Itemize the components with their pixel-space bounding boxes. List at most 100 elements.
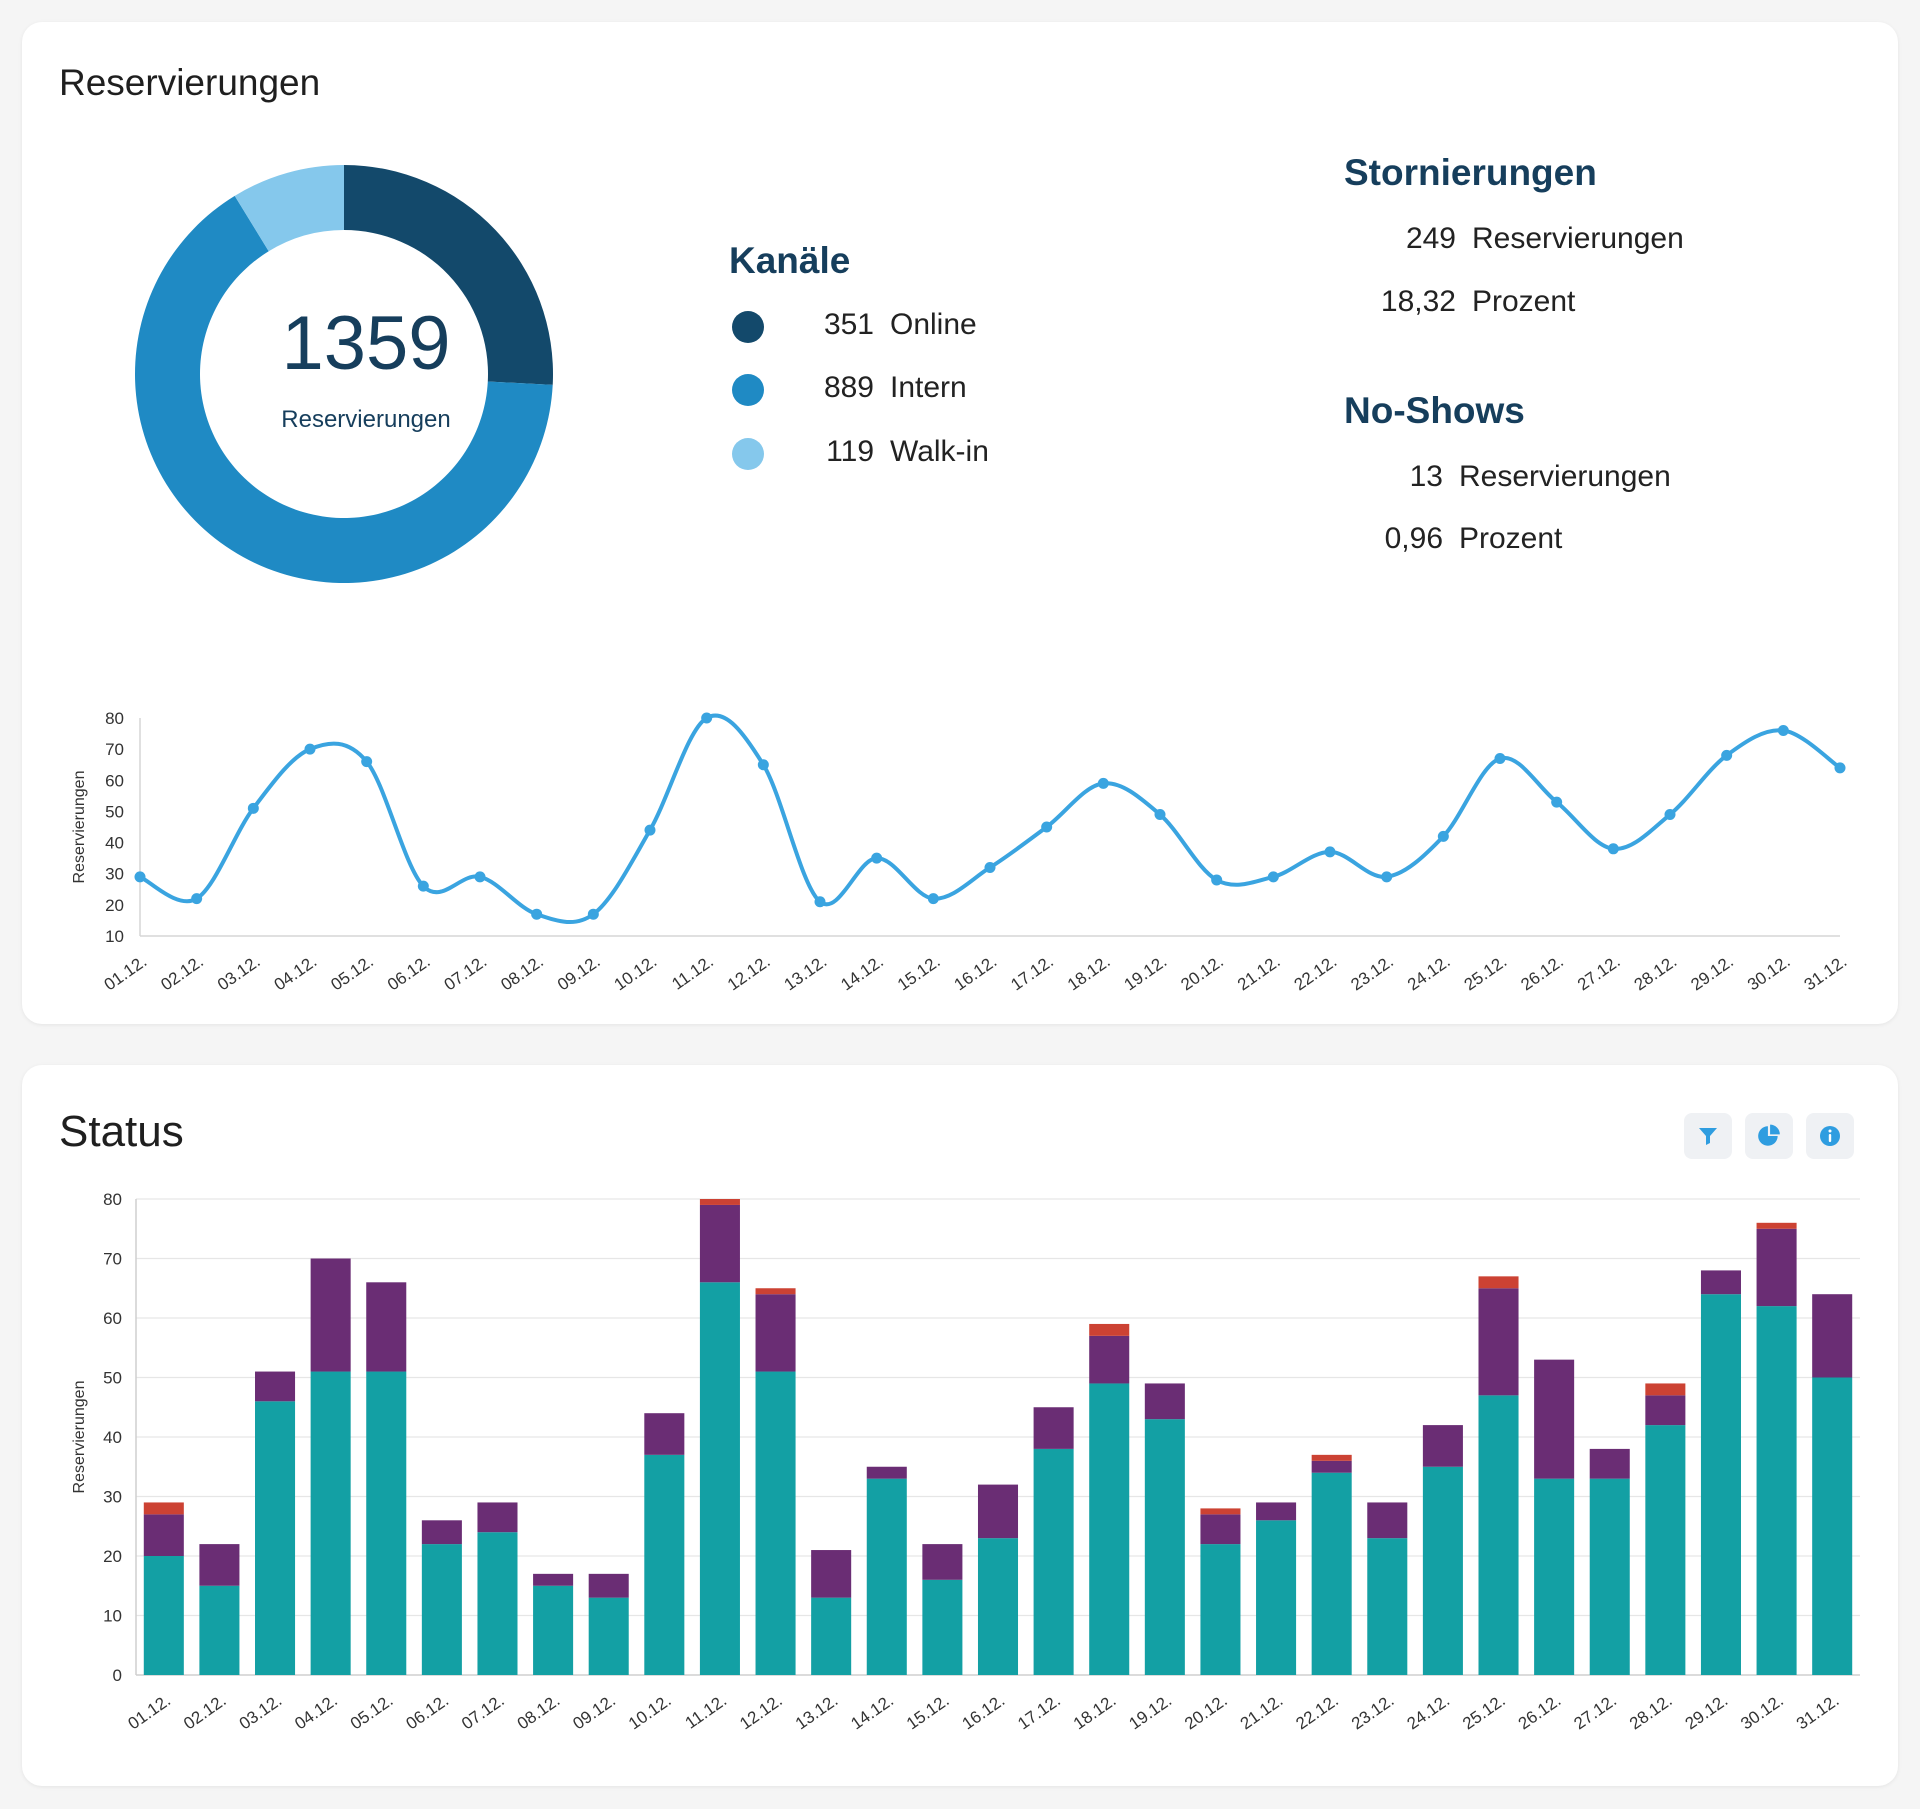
x-tick-label: 28.12. bbox=[1626, 1691, 1676, 1734]
cancellations-count-label: Reservierungen bbox=[1472, 222, 1684, 255]
y-tick-label: 80 bbox=[105, 709, 124, 728]
x-tick-label: 07.12. bbox=[441, 952, 491, 995]
noshows-percent-row: 0,96 Prozent bbox=[1313, 522, 1563, 556]
chart-type-button[interactable] bbox=[1745, 1113, 1793, 1159]
x-tick-label: 18.12. bbox=[1064, 952, 1114, 995]
bar-segment bbox=[477, 1502, 518, 1533]
x-tick-label: 14.12. bbox=[847, 1691, 897, 1734]
data-point bbox=[134, 871, 146, 883]
bar-segment bbox=[1422, 1466, 1463, 1675]
bar-segment bbox=[477, 1532, 518, 1675]
y-tick-label: 60 bbox=[103, 1309, 122, 1328]
bar-segment bbox=[1089, 1383, 1130, 1675]
bar-segment bbox=[1311, 1472, 1352, 1675]
bar-segment bbox=[811, 1550, 852, 1598]
y-tick-label: 70 bbox=[103, 1250, 122, 1269]
x-tick-label: 16.12. bbox=[951, 952, 1001, 995]
data-point bbox=[1324, 846, 1336, 858]
bar-segment bbox=[366, 1371, 407, 1675]
x-tick-label: 31.12. bbox=[1801, 952, 1851, 995]
bar-segment bbox=[1645, 1425, 1686, 1675]
bar-segment bbox=[922, 1579, 963, 1675]
cancellations-percent: 18,32 bbox=[1380, 285, 1456, 318]
bar-segment bbox=[1311, 1454, 1352, 1461]
bar-segment bbox=[644, 1454, 685, 1675]
bar-segment bbox=[1033, 1448, 1074, 1675]
legend-label: Walk-in bbox=[890, 435, 989, 468]
bar-segment bbox=[143, 1556, 184, 1675]
data-point bbox=[927, 893, 939, 905]
bar-segment bbox=[588, 1573, 629, 1598]
y-tick-label: 30 bbox=[105, 865, 124, 884]
x-tick-label: 28.12. bbox=[1631, 952, 1681, 995]
x-tick-label: 31.12. bbox=[1793, 1691, 1843, 1734]
info-button[interactable] bbox=[1806, 1113, 1854, 1159]
bar-segment bbox=[421, 1520, 462, 1545]
cancellations-title: Stornierungen bbox=[1344, 152, 1597, 193]
bar-segment bbox=[922, 1544, 963, 1580]
pie-chart-icon bbox=[1758, 1124, 1780, 1146]
status-stacked-bar-chart: 0 10 20 30 40 50 60 70 80 Reservierungen 01.12. 02.… bbox=[71, 1190, 1860, 1734]
x-tick-label: 14.12. bbox=[837, 952, 887, 995]
noshows-percent-label: Prozent bbox=[1459, 522, 1563, 555]
donut-slice-walk-in bbox=[234, 165, 344, 252]
bar-segment bbox=[977, 1484, 1019, 1539]
x-tick-label: 24.12. bbox=[1404, 952, 1454, 995]
bar-segment bbox=[533, 1585, 574, 1675]
x-tick-label: 27.12. bbox=[1570, 1691, 1620, 1734]
data-point bbox=[1267, 871, 1279, 883]
x-tick-label: 02.12. bbox=[180, 1691, 230, 1734]
y-tick-label: 50 bbox=[105, 802, 124, 821]
data-point bbox=[814, 896, 826, 908]
donut-slice-intern bbox=[134, 195, 553, 583]
x-tick-label: 17.12. bbox=[1007, 952, 1057, 995]
y-tick-label: 70 bbox=[105, 740, 124, 759]
cancellations-percent-row: 18,32 Prozent bbox=[1326, 285, 1575, 319]
bar-segment bbox=[1256, 1502, 1297, 1521]
bar-segment bbox=[1422, 1425, 1463, 1467]
legend-value: 351 bbox=[823, 308, 874, 341]
x-tick-label: 06.12. bbox=[384, 952, 434, 995]
x-tick-label: 24.12. bbox=[1404, 1691, 1454, 1734]
x-tick-label: 12.12. bbox=[724, 952, 774, 995]
bar-segment bbox=[1367, 1502, 1408, 1539]
status-card: Status 0 10 20 30 40 50 60 70 80 Reservierungen 01… bbox=[22, 1065, 1898, 1786]
x-tick-label: 05.12. bbox=[347, 1691, 397, 1734]
x-tick-label: 08.12. bbox=[497, 952, 547, 995]
filter-button[interactable] bbox=[1684, 1113, 1732, 1159]
x-tick-label: 01.12. bbox=[101, 952, 151, 995]
bar-segment bbox=[755, 1294, 796, 1372]
noshows-count-row: 13 Reservierungen bbox=[1313, 460, 1671, 494]
bar-segment bbox=[1534, 1478, 1575, 1675]
y-tick-label: 60 bbox=[105, 771, 124, 790]
x-tick-label: 05.12. bbox=[327, 952, 377, 995]
bar-segment bbox=[699, 1204, 740, 1283]
bar-segment bbox=[255, 1371, 296, 1402]
bar-segment bbox=[1589, 1448, 1630, 1479]
total-reservations-label: Reservierungen bbox=[281, 406, 451, 433]
x-tick-label: 20.12. bbox=[1177, 952, 1227, 995]
bar-segment bbox=[143, 1514, 184, 1556]
bar-segment bbox=[755, 1371, 796, 1675]
x-tick-label: 17.12. bbox=[1014, 1691, 1064, 1734]
y-axis-label: Reservierungen bbox=[71, 771, 88, 884]
data-point bbox=[304, 743, 316, 755]
x-tick-label: 07.12. bbox=[458, 1691, 508, 1734]
y-tick-label: 40 bbox=[105, 834, 124, 853]
x-tick-label: 12.12. bbox=[736, 1691, 786, 1734]
bar-segment bbox=[1144, 1419, 1185, 1675]
legend-value: 889 bbox=[823, 371, 874, 404]
cancellations-count: 249 bbox=[1405, 222, 1456, 255]
bar-segment bbox=[421, 1544, 462, 1675]
x-tick-label: 10.12. bbox=[625, 1691, 675, 1734]
bar-segment bbox=[1033, 1407, 1074, 1449]
x-tick-label: 21.12. bbox=[1237, 1691, 1287, 1734]
bar-segment bbox=[1534, 1359, 1575, 1479]
x-tick-label: 25.12. bbox=[1461, 952, 1511, 995]
x-tick-label: 20.12. bbox=[1181, 1691, 1231, 1734]
bar-segment bbox=[1367, 1538, 1408, 1675]
data-point bbox=[757, 759, 769, 771]
bar-segment bbox=[1200, 1508, 1241, 1515]
bar-segment bbox=[533, 1573, 574, 1586]
data-point bbox=[644, 824, 656, 836]
